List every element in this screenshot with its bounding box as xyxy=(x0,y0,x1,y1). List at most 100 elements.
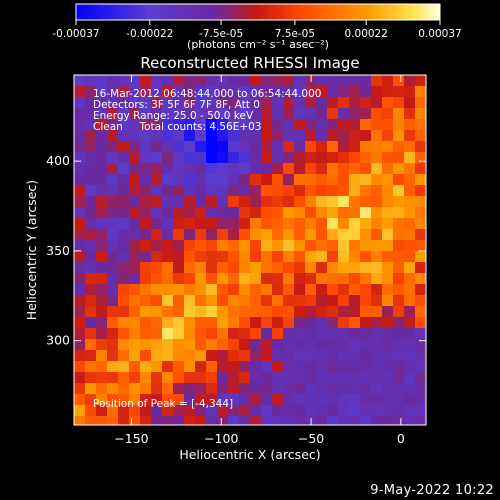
heatmap-cell xyxy=(283,328,295,340)
heatmap-cell xyxy=(382,273,394,285)
heatmap-cell xyxy=(393,295,405,307)
heatmap-cell xyxy=(349,372,361,384)
heatmap-cell xyxy=(338,306,350,318)
heatmap-cell xyxy=(294,306,306,318)
heatmap-cell xyxy=(250,306,262,318)
heatmap-cell xyxy=(382,394,394,406)
heatmap-cell xyxy=(360,163,372,175)
heatmap-cell xyxy=(140,405,152,417)
heatmap-cell xyxy=(195,306,207,318)
heatmap-cell xyxy=(195,229,207,241)
heatmap-cell xyxy=(261,416,273,425)
heatmap-cell xyxy=(184,405,196,417)
heatmap-cell xyxy=(184,163,196,175)
heatmap-cell xyxy=(151,86,163,98)
heatmap-cell xyxy=(162,284,174,296)
heatmap-cell xyxy=(140,108,152,120)
heatmap-cell xyxy=(393,152,405,164)
heatmap-cell xyxy=(338,207,350,219)
heatmap-cell xyxy=(272,372,284,384)
heatmap-cell xyxy=(118,273,130,285)
heatmap-cell xyxy=(349,196,361,208)
heatmap-cell xyxy=(74,86,86,98)
heatmap-cell xyxy=(371,284,383,296)
heatmap-cell xyxy=(217,119,229,131)
heatmap-cell xyxy=(316,295,328,307)
heatmap-cell xyxy=(228,317,240,329)
heatmap-cell xyxy=(327,152,339,164)
heatmap-cell xyxy=(85,317,97,329)
heatmap-cell xyxy=(327,97,339,109)
heatmap-cell xyxy=(228,141,240,153)
heatmap-cell xyxy=(360,306,372,318)
heatmap-cell xyxy=(206,240,218,252)
heatmap-cell xyxy=(107,119,119,131)
heatmap-cell xyxy=(195,196,207,208)
heatmap-cell xyxy=(85,361,97,373)
heatmap-cell xyxy=(206,273,218,285)
heatmap-cell xyxy=(217,185,229,197)
heatmap-cell xyxy=(272,273,284,285)
heatmap-cell xyxy=(140,361,152,373)
heatmap-cell xyxy=(107,108,119,120)
heatmap-cell xyxy=(107,196,119,208)
heatmap-cell xyxy=(305,361,317,373)
heatmap-cell xyxy=(305,152,317,164)
heatmap-cell xyxy=(393,163,405,175)
heatmap-cell xyxy=(316,350,328,362)
heatmap-cell xyxy=(85,141,97,153)
heatmap-cell xyxy=(371,262,383,274)
heatmap-cell xyxy=(327,317,339,329)
heatmap-cell xyxy=(74,108,86,120)
colorbar-tick-label: -7.5e-05 xyxy=(199,28,243,40)
heatmap-cell xyxy=(85,273,97,285)
heatmap-cell xyxy=(250,185,262,197)
heatmap-cell xyxy=(261,119,273,131)
heatmap-cell xyxy=(206,141,218,153)
heatmap-cell xyxy=(316,108,328,120)
heatmap-cell xyxy=(129,196,141,208)
heatmap-cell xyxy=(118,174,130,186)
heatmap-cell xyxy=(74,350,86,362)
heatmap-cell xyxy=(272,240,284,252)
heatmap-cell xyxy=(415,207,426,219)
heatmap-cell xyxy=(349,361,361,373)
colorbar: -0.00037 -0.00022 -7.5e-05 7.5e-05 0.00022 0.… xyxy=(52,3,462,51)
heatmap-cell xyxy=(96,119,108,131)
heatmap-cell xyxy=(349,284,361,296)
heatmap-cell xyxy=(393,86,405,98)
heatmap-cell xyxy=(393,350,405,362)
heatmap-cell xyxy=(162,317,174,329)
heatmap-cell xyxy=(217,163,229,175)
heatmap-cell xyxy=(217,273,229,285)
heatmap-cell xyxy=(107,405,119,417)
heatmap-cell xyxy=(129,163,141,175)
heatmap-cell xyxy=(85,350,97,362)
heatmap-cell xyxy=(393,218,405,230)
heatmap-cell xyxy=(316,383,328,395)
heatmap-cell xyxy=(140,130,152,142)
heatmap-cell xyxy=(74,163,86,175)
heatmap-cell xyxy=(239,339,251,351)
heatmap-cell xyxy=(261,240,273,252)
heatmap-cell xyxy=(173,372,185,384)
heatmap-cell xyxy=(85,416,97,425)
heatmap-cell xyxy=(140,229,152,241)
heatmap-cell xyxy=(338,350,350,362)
heatmap-cell xyxy=(85,383,97,395)
heatmap-cell xyxy=(206,97,218,109)
heatmap-cell xyxy=(261,339,273,351)
heatmap-cell xyxy=(415,284,426,296)
heatmap-cell xyxy=(338,163,350,175)
heatmap-cell xyxy=(327,229,339,241)
heatmap-cell xyxy=(371,372,383,384)
heatmap-cell xyxy=(360,350,372,362)
heatmap-cell xyxy=(173,119,185,131)
heatmap-cell xyxy=(85,218,97,230)
heatmap-cell xyxy=(404,108,416,120)
heatmap-cell xyxy=(338,262,350,274)
heatmap-cell xyxy=(283,229,295,241)
heatmap-cell xyxy=(140,141,152,153)
heatmap-cell xyxy=(338,251,350,263)
heatmap-cell xyxy=(338,284,350,296)
